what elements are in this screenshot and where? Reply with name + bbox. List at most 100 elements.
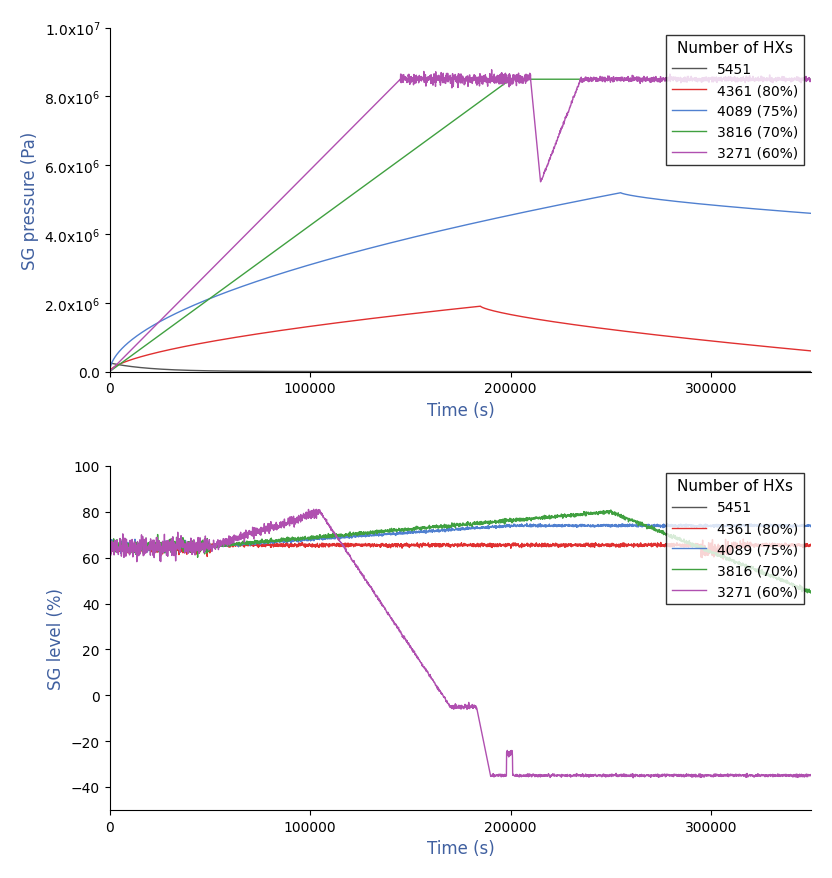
4361 (80%) [806, 539, 816, 550]
3816 (70%) [404, 148, 414, 159]
X-axis label: Time (s): Time (s) [427, 839, 494, 857]
4089 (75%) [404, 528, 414, 538]
3271 (60%) [404, 640, 414, 651]
4089 (75%) [374, 241, 384, 252]
Line: 3271 (60%): 3271 (60%) [110, 71, 811, 372]
4089 (75%) [616, 188, 626, 198]
3271 (60%) [793, 75, 803, 85]
3271 (60%) [793, 773, 803, 783]
Line: 4361 (80%): 4361 (80%) [110, 539, 811, 559]
3271 (60%) [374, 594, 384, 605]
4361 (80%) [806, 346, 816, 356]
3816 (70%) [606, 505, 616, 515]
Line: 3816 (70%): 3816 (70%) [110, 80, 811, 372]
3271 (60%) [487, 66, 497, 76]
3271 (60%) [806, 770, 816, 781]
4089 (75%) [793, 208, 803, 219]
3816 (70%) [226, 278, 236, 289]
4361 (80%) [226, 334, 236, 344]
4361 (80%) [105, 540, 115, 551]
3271 (60%) [185, 286, 195, 297]
3816 (70%) [806, 75, 816, 85]
4089 (75%) [717, 521, 727, 531]
4361 (80%) [475, 301, 485, 312]
3271 (60%) [309, 505, 319, 515]
Line: 3271 (60%): 3271 (60%) [110, 510, 811, 778]
4089 (75%) [522, 518, 532, 529]
4089 (75%) [374, 529, 384, 539]
Line: 4361 (80%): 4361 (80%) [110, 306, 811, 372]
4089 (75%) [116, 549, 126, 559]
3816 (70%) [717, 75, 727, 85]
3271 (60%) [185, 542, 195, 552]
4361 (80%) [718, 554, 728, 565]
5451 [374, 367, 384, 378]
X-axis label: Time (s): Time (s) [427, 401, 494, 420]
3271 (60%) [717, 77, 727, 88]
3271 (60%) [226, 245, 236, 255]
4089 (75%) [226, 285, 236, 296]
3816 (70%) [404, 525, 414, 536]
4361 (80%) [738, 534, 748, 544]
3816 (70%) [806, 588, 816, 599]
3816 (70%) [105, 367, 115, 378]
4089 (75%) [404, 234, 414, 244]
4361 (80%) [374, 540, 384, 551]
4361 (80%) [185, 341, 195, 351]
Y-axis label: SG pressure (Pa): SG pressure (Pa) [21, 132, 39, 270]
3816 (70%) [226, 540, 236, 551]
4361 (80%) [717, 546, 727, 557]
5451 [717, 367, 727, 378]
3816 (70%) [793, 583, 803, 594]
4089 (75%) [793, 521, 803, 531]
3271 (60%) [105, 534, 115, 544]
Line: 4089 (75%): 4089 (75%) [110, 523, 811, 554]
4361 (80%) [717, 337, 727, 348]
3271 (60%) [105, 367, 115, 378]
3816 (70%) [374, 527, 384, 537]
5451 [792, 367, 802, 378]
4361 (80%) [374, 313, 384, 324]
5451 [185, 365, 195, 376]
4361 (80%) [185, 547, 195, 558]
4361 (80%) [226, 541, 236, 551]
5451 [226, 366, 236, 377]
3271 (60%) [374, 97, 384, 107]
4361 (80%) [793, 345, 803, 356]
4089 (75%) [806, 209, 816, 220]
3816 (70%) [185, 308, 195, 319]
5451 [105, 358, 115, 369]
4361 (80%) [105, 367, 115, 378]
5451 [185, 543, 195, 553]
4089 (75%) [185, 302, 195, 313]
4089 (75%) [226, 541, 236, 551]
3271 (60%) [404, 74, 414, 84]
4089 (75%) [185, 540, 195, 551]
3816 (70%) [717, 552, 727, 563]
Line: 3816 (70%): 3816 (70%) [110, 510, 811, 594]
3816 (70%) [506, 75, 516, 85]
Legend: 5451, 4361 (80%), 4089 (75%), 3816 (70%), 3271 (60%): 5451, 4361 (80%), 4089 (75%), 3816 (70%)… [666, 35, 805, 166]
4361 (80%) [404, 540, 414, 551]
Line: 4089 (75%): 4089 (75%) [110, 193, 811, 372]
Legend: 5451, 4361 (80%), 4089 (75%), 3816 (70%), 3271 (60%): 5451, 4361 (80%), 4089 (75%), 3816 (70%)… [666, 473, 805, 604]
4089 (75%) [105, 367, 115, 378]
3271 (60%) [717, 771, 727, 781]
4089 (75%) [806, 521, 816, 531]
3816 (70%) [185, 540, 195, 551]
5451 [806, 367, 816, 378]
5451 [404, 367, 414, 378]
Y-axis label: SG level (%): SG level (%) [47, 587, 65, 689]
3816 (70%) [374, 171, 384, 182]
4089 (75%) [105, 540, 115, 551]
4361 (80%) [793, 539, 803, 550]
4089 (75%) [717, 201, 727, 212]
3816 (70%) [105, 543, 115, 554]
3271 (60%) [806, 76, 816, 87]
Line: 5451: 5451 [110, 363, 811, 372]
3816 (70%) [793, 75, 803, 85]
3271 (60%) [628, 773, 638, 783]
4361 (80%) [404, 309, 414, 320]
Line: 5451: 5451 [110, 546, 210, 550]
5451 [105, 542, 115, 552]
